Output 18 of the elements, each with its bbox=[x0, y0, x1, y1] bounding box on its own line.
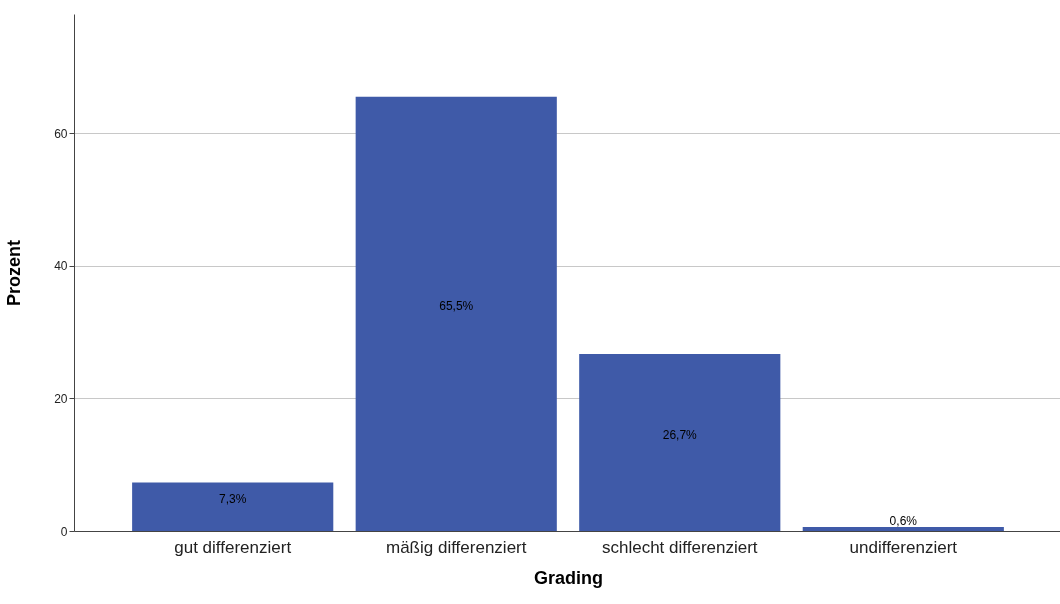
data-label: 0,6% bbox=[889, 514, 918, 529]
y-tick-label: 40 bbox=[54, 259, 68, 274]
bar bbox=[802, 527, 1004, 531]
bar bbox=[132, 482, 334, 531]
x-tick-label: schlecht differenziert bbox=[601, 537, 758, 557]
data-label: 26,7% bbox=[662, 427, 698, 442]
y-tick-label: 60 bbox=[54, 126, 68, 141]
x-tick-label: mäßig differenziert bbox=[386, 537, 527, 557]
bar bbox=[579, 354, 781, 531]
x-tick-label: undifferenziert bbox=[849, 537, 958, 557]
x-axis-title: Grading bbox=[533, 567, 604, 588]
data-label: 65,5% bbox=[439, 298, 474, 313]
y-tick-label: 0 bbox=[60, 524, 68, 539]
data-label: 7,3% bbox=[219, 491, 247, 506]
y-tick-label: 20 bbox=[54, 391, 68, 406]
x-tick-label: gut differenziert bbox=[174, 537, 292, 557]
y-axis-title: Prozent bbox=[4, 239, 25, 307]
bar bbox=[355, 96, 557, 531]
